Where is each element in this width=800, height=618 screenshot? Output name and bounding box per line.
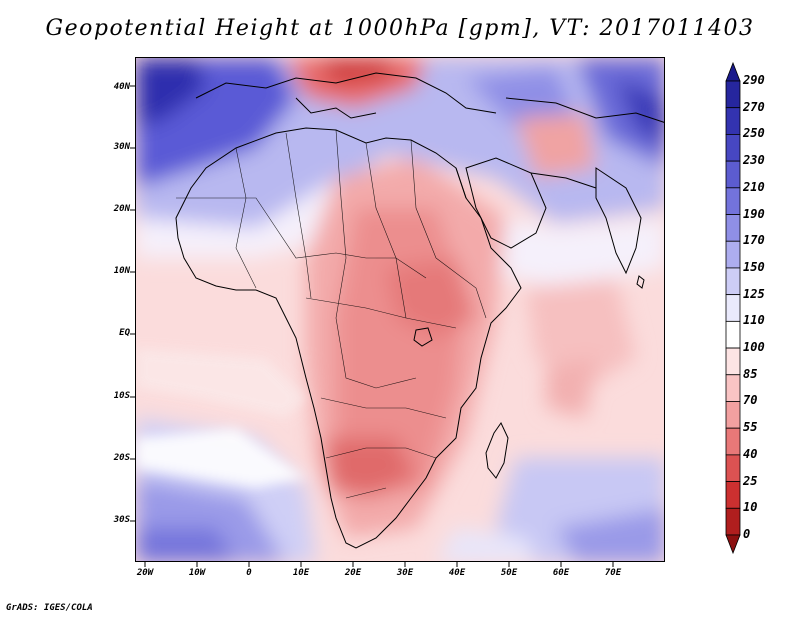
colorbar-label: 230 — [743, 153, 765, 168]
colorbar-label: 250 — [743, 126, 765, 141]
colorbar-box — [725, 80, 741, 109]
lon-label-60e: 60E — [552, 568, 570, 578]
colorbar-label: 100 — [743, 340, 765, 355]
lon-label-50e: 50E — [500, 568, 518, 578]
lat-label-eq: EQ — [119, 328, 130, 338]
colorbar-label: 0 — [743, 527, 751, 541]
credit-text: GrADS: IGES/COLA — [6, 603, 93, 613]
colorbar-box — [725, 374, 741, 402]
colorbar-label: 125 — [743, 286, 765, 301]
colorbar-label: 150 — [743, 259, 765, 274]
colorbar-box — [725, 267, 741, 296]
colorbar-box — [725, 134, 741, 162]
lon-label-0: 0 — [246, 568, 252, 578]
colorbar-triangle-top — [725, 61, 741, 82]
colorbar-boxes — [725, 61, 741, 555]
colorbar-box — [725, 454, 741, 482]
colorbar-label: 10 — [743, 500, 758, 515]
colorbar-label: 110 — [743, 313, 765, 328]
colorbar-label: 170 — [743, 233, 765, 248]
lat-label-40n: 40N — [113, 82, 130, 92]
lon-label-10e: 10E — [292, 568, 310, 578]
colorbar-label: 270 — [743, 99, 765, 114]
colorbar-label: 70 — [743, 393, 758, 408]
lon-label-40e: 40E — [448, 568, 466, 578]
colorbar-box — [725, 347, 741, 376]
lon-label-70e: 70E — [604, 568, 622, 578]
colorbar-label: 190 — [743, 206, 765, 221]
lat-label-10s: 10S — [113, 391, 130, 401]
colorbar-triangle-bottom — [725, 534, 741, 555]
map-title: Geopotential Height at 1000hPa [gpm], VT… — [45, 16, 755, 41]
lon-label-30e: 30E — [396, 568, 414, 578]
lat-label-30s: 30S — [113, 515, 130, 525]
colorbar-box — [725, 160, 741, 189]
colorbar-box — [725, 320, 741, 349]
lon-label-20w: 20W — [136, 568, 154, 578]
colorbar-box — [725, 401, 741, 429]
colorbar-box — [725, 294, 741, 322]
colorbar-label: 55 — [743, 420, 758, 435]
geopotential-map — [136, 58, 664, 561]
colorbar-box — [725, 187, 741, 215]
colorbar-label: 25 — [743, 473, 758, 488]
colorbar-label: 40 — [743, 446, 758, 461]
lat-label-20n: 20N — [113, 204, 130, 214]
map-panel — [135, 57, 665, 562]
colorbar-label: 290 — [743, 73, 765, 87]
colorbar-box — [725, 427, 741, 456]
lat-label-10n: 10N — [113, 266, 130, 276]
lat-label-30n: 30N — [113, 142, 130, 152]
colorbar-label: 210 — [743, 179, 765, 194]
coastline — [175, 72, 664, 549]
colorbar-box — [725, 240, 741, 269]
colorbar-label: 85 — [743, 366, 758, 381]
colorbar-box — [725, 107, 741, 135]
lat-label-20s: 20S — [113, 453, 130, 463]
colorbar-box — [725, 507, 741, 536]
country-borders — [176, 129, 487, 499]
lon-label-20e: 20E — [344, 568, 362, 578]
colorbar-box — [725, 481, 741, 509]
lon-label-10w: 10W — [188, 568, 206, 578]
colorbar-box — [725, 214, 741, 242]
